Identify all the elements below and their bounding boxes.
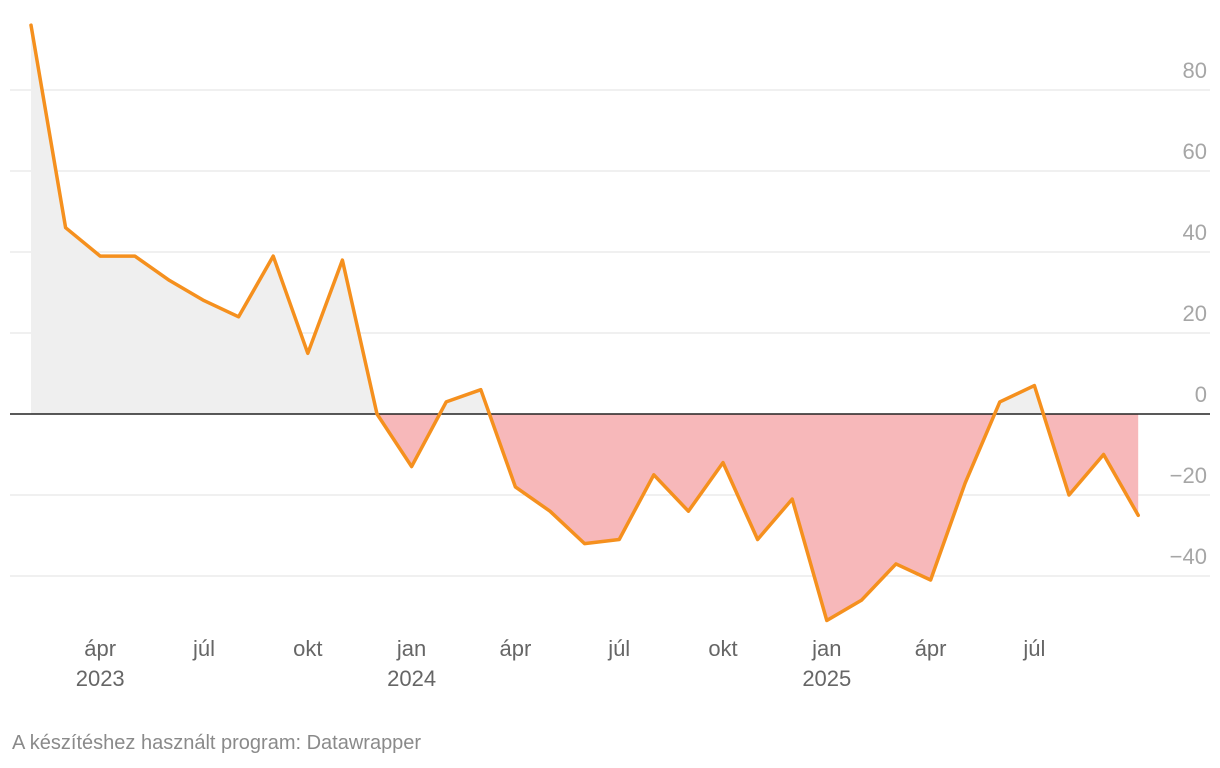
- y-tick-label: −20: [1170, 463, 1207, 488]
- negative-area: [489, 414, 995, 621]
- y-tick-label: 60: [1183, 139, 1207, 164]
- x-tick-label: jan: [396, 636, 426, 661]
- footer-credit: A készítéshez használt program: Datawrap…: [12, 732, 422, 754]
- chart: 80 60 40 20 0 −20 −40 ápr 2023 júl okt jan 2024 ápr j…: [10, 23, 1210, 691]
- y-axis-labels: 80 60 40 20 0 −20 −40: [1170, 58, 1207, 569]
- x-tick-label: júl: [192, 636, 215, 661]
- x-tick-year-label: 2025: [802, 666, 851, 691]
- x-tick-label: okt: [708, 636, 737, 661]
- x-tick-label: okt: [293, 636, 322, 661]
- negative-area: [1043, 414, 1139, 516]
- y-tick-label: 80: [1183, 58, 1207, 83]
- positive-area: [439, 389, 490, 414]
- y-tick-label: 40: [1183, 220, 1207, 245]
- x-tick-label: júl: [607, 636, 630, 661]
- x-tick-label: jan: [811, 636, 841, 661]
- x-tick-year-label: 2023: [76, 666, 125, 691]
- positive-area: [31, 25, 377, 414]
- x-tick-year-label: 2024: [387, 666, 436, 691]
- positive-area: [994, 385, 1044, 414]
- y-tick-label: 0: [1195, 382, 1207, 407]
- x-tick-label: ápr: [915, 636, 947, 661]
- area-fills: [31, 25, 1139, 621]
- y-tick-label: −40: [1170, 544, 1207, 569]
- x-axis-labels: ápr 2023 júl okt jan 2024 ápr júl okt jan 2025 ápr j…: [76, 636, 1046, 691]
- negative-area: [377, 414, 440, 467]
- y-tick-label: 20: [1183, 301, 1207, 326]
- series-line: [29, 23, 1140, 623]
- x-tick-label: ápr: [500, 636, 532, 661]
- x-tick-label: ápr: [84, 636, 116, 661]
- x-tick-label: júl: [1022, 636, 1045, 661]
- series-line-group: [29, 23, 1140, 623]
